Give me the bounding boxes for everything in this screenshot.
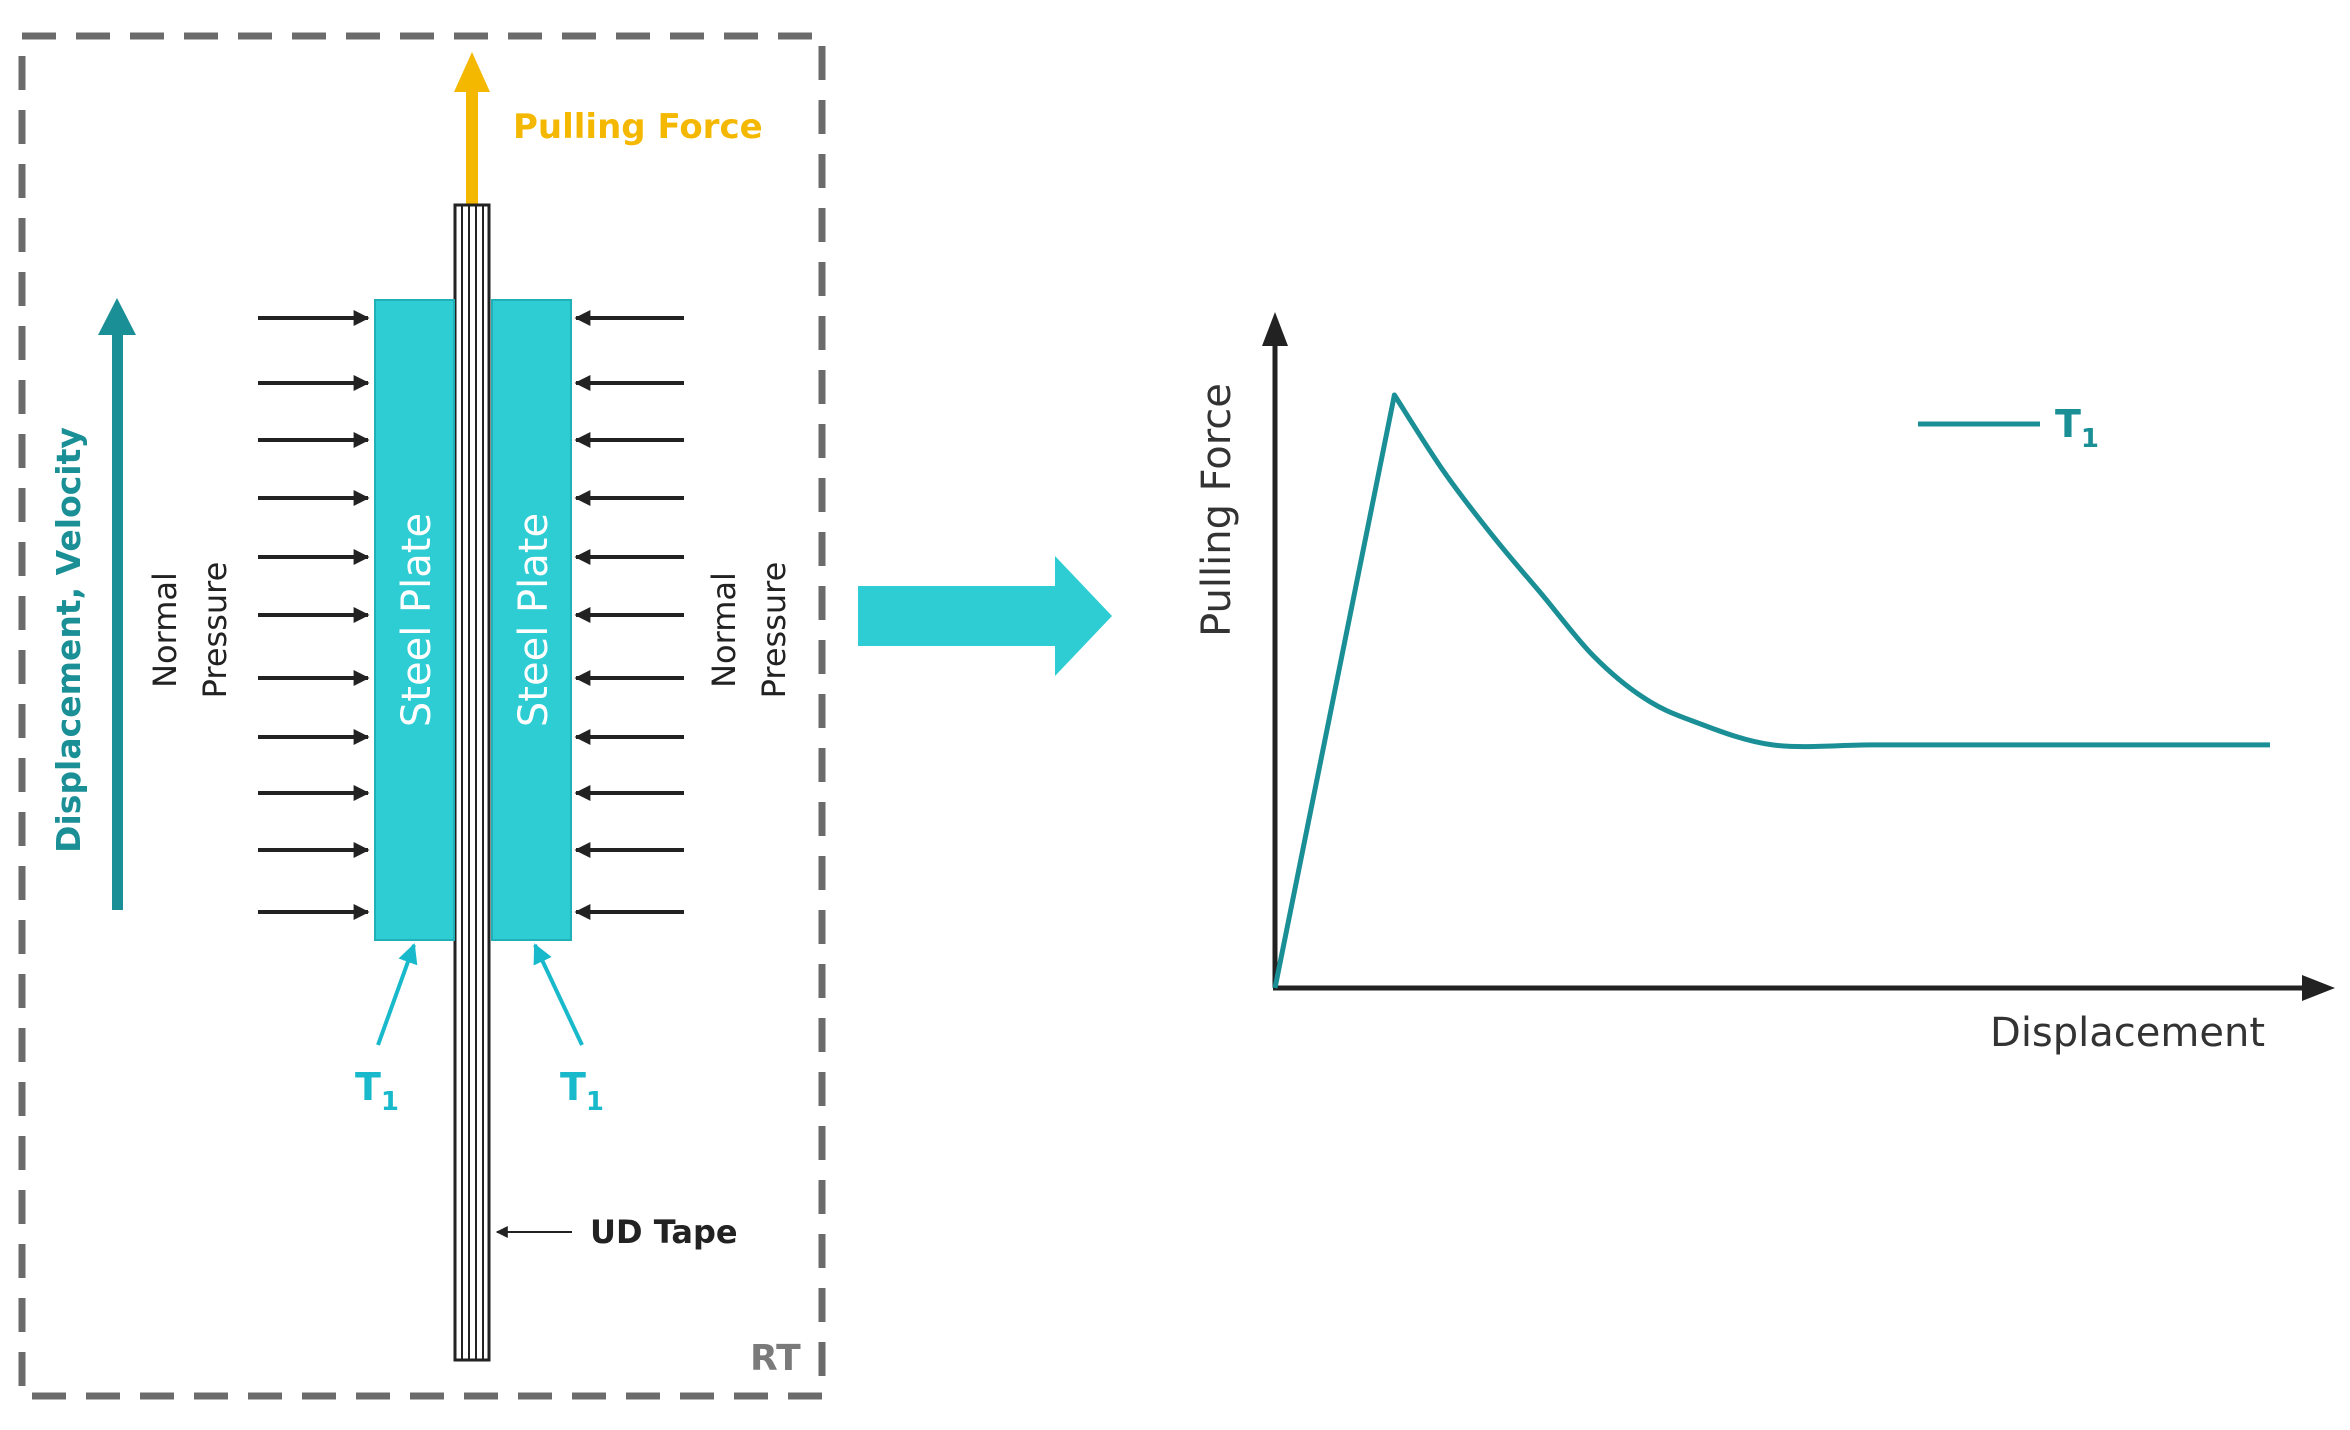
normal-pressure-arrows-right: [574, 310, 684, 920]
legend-label-t1: T1: [2055, 402, 2099, 454]
chart-x-axis: [1273, 975, 2335, 1001]
chart-legend: T1: [1918, 402, 2099, 454]
t1-left-label: T1: [355, 1065, 399, 1117]
normal-pressure-right-line2: Pressure: [755, 562, 793, 699]
steel-plate-right: [491, 299, 572, 941]
t1-right-pointer: [533, 943, 584, 1046]
steel-plate-left: [374, 299, 455, 941]
ud-tape: [453, 203, 491, 1362]
t1-right-label: T1: [560, 1065, 604, 1117]
ud-tape-label: UD Tape: [590, 1213, 738, 1251]
normal-pressure-left-line2: Pressure: [196, 562, 234, 699]
result-flow-arrow-icon: [858, 556, 1112, 676]
displacement-velocity-label: Displacement, Velocity: [49, 427, 88, 853]
normal-pressure-right-line1: Normal: [705, 572, 743, 688]
chart-x-axis-label: Displacement: [1990, 1010, 2265, 1056]
test-setup-panel: Pulling Force Steel Plate Steel Plate No…: [18, 32, 826, 1400]
pulling-force-chart: Pulling Force Displacement T1: [1194, 312, 2335, 1056]
normal-pressure-label-right: Normal Pressure: [705, 562, 793, 699]
rt-label: RT: [750, 1338, 801, 1379]
chart-y-axis-label: Pulling Force: [1194, 383, 1240, 637]
rt-boundary-box: [18, 32, 826, 1400]
steel-plate-left-label: Steel Plate: [394, 513, 440, 727]
displacement-velocity-arrow-icon: [98, 298, 136, 910]
normal-pressure-left-line1: Normal: [146, 572, 184, 688]
normal-pressure-arrows-left: [258, 310, 370, 920]
t1-left-pointer: [376, 943, 418, 1046]
chart-y-axis: [1262, 312, 1288, 988]
series-line-t1: [1272, 392, 2270, 989]
normal-pressure-label-left: Normal Pressure: [146, 562, 234, 699]
pulling-force-label: Pulling Force: [513, 107, 763, 147]
steel-plate-right-label: Steel Plate: [511, 513, 557, 727]
pulling-force-arrow-icon: [454, 52, 490, 206]
